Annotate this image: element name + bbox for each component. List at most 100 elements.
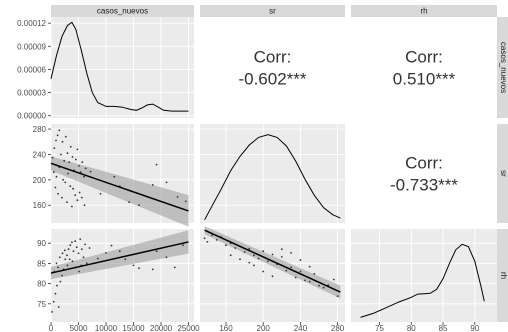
scatter-point [55,140,57,142]
tick-label-y: 0.00003 [17,89,46,98]
scatter-point [253,265,255,267]
tick-label-y: 240 [33,150,47,159]
panel-sr-rh [351,124,497,223]
scatter-point [204,237,206,239]
scatter-point [66,254,68,256]
scatter-point [300,259,302,261]
scatter-point [51,311,53,313]
scatter-point [57,267,59,269]
scatter-point [133,265,135,267]
scatter-point [59,256,61,258]
scatter-point [290,252,292,254]
scatter-point [318,285,320,287]
tick-label-y: 200 [33,176,47,185]
scatter-point [56,285,58,287]
scatter-point [84,204,86,206]
scatter-point [267,260,269,262]
tick-label-y: 75 [37,300,46,309]
scatter-point [248,248,250,250]
facet-strip-label-right-casos_nuevos: casos_nuevos [499,42,508,93]
scatter-point [68,161,70,163]
scatter-point [105,252,107,254]
scatter-point [67,152,69,154]
tick-label-y: 280 [33,125,47,134]
scatter-point [62,141,64,143]
scatter-point [81,161,83,163]
scatter-point [323,287,325,289]
scatter-point [90,171,92,173]
correlation-label: Corr: [405,154,443,173]
scatter-point [69,258,71,260]
scatter-point [138,204,140,206]
scatter-point [78,165,80,167]
scatter-point [53,171,55,173]
scatter-point [74,240,76,242]
scatter-point [119,250,121,252]
scatter-point [53,301,55,303]
correlation-value: -0.733*** [390,176,458,195]
tick-label-x: 0 [49,324,54,332]
tick-label-y: 160 [33,201,47,210]
scatter-point [290,267,292,269]
scatter-point [78,252,80,254]
tick-label-y: 90 [37,239,46,248]
scatter-point [313,273,315,275]
scatter-point [113,176,115,178]
correlation-value: 0.510*** [393,70,456,89]
tick-label-y: 80 [37,280,46,289]
scatter-point [58,306,60,308]
panel-sr-sr [200,124,345,223]
scatter-point [72,188,74,190]
scatter-point [138,267,140,269]
tick-label-x: 160 [219,324,233,332]
scatter-point [244,251,246,253]
scatter-point [65,136,67,138]
scatter-point [166,182,168,184]
scatter-point [234,247,236,249]
scatter-point [304,280,306,282]
tick-label-x: 200 [257,324,271,332]
scatter-point [72,156,74,158]
scatter-point [333,279,335,281]
scatter-point [272,275,274,277]
tick-label-y: 0.00006 [17,65,46,74]
scatter-point [83,256,85,258]
scatter-point [309,266,311,268]
tick-label-x: 20000 [150,324,173,332]
scatter-point [77,149,79,151]
scatter-point [69,244,71,246]
scatter-point [61,197,63,199]
scatter-point [128,201,130,203]
scatter-point [75,159,77,161]
scatter-point [78,271,80,273]
scatter-point [83,176,85,178]
scatter-point [74,194,76,196]
scatter-point [166,256,168,258]
facet-strip-label-right-rh: rh [499,272,508,279]
scatter-point [262,271,264,273]
scatter-point [272,254,274,256]
scatter-point [207,241,209,243]
scatter-point [300,271,302,273]
scatter-point [281,256,283,258]
scatter-point [66,201,68,203]
scatter-point [72,260,74,262]
scatter-point [337,295,339,297]
scatter-point [152,184,154,186]
scatter-point [230,254,232,256]
scatter-point [182,244,184,246]
correlation-label: Corr: [254,48,292,67]
facet-strip-label-rh: rh [420,7,427,16]
scatter-point [60,281,62,283]
scatter-point [67,265,69,267]
tick-label-y: 0.00012 [17,19,46,28]
scatter-point [248,262,250,264]
tick-label-x: 10000 [95,324,118,332]
scatter-point [89,247,91,249]
scatter-point [68,248,70,250]
scatter-point [156,250,158,252]
scatter-point [174,267,176,269]
scatter-point [61,275,63,277]
scatter-point [73,250,75,252]
